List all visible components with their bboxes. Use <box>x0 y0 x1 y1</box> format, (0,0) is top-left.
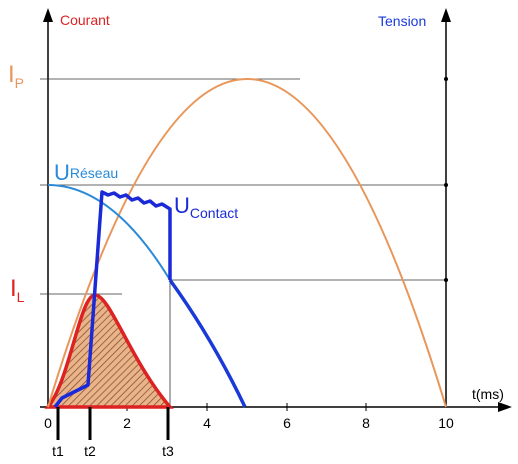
contact-voltage <box>53 190 172 409</box>
il-label: IL <box>10 275 25 305</box>
time-label: t1 <box>52 443 64 459</box>
x-arrow <box>498 402 512 412</box>
ip-main: I <box>8 61 15 88</box>
u-contact-sub: Contact <box>190 205 238 221</box>
network-voltage-end <box>168 278 247 408</box>
il-main: I <box>10 275 17 302</box>
time-markers <box>56 407 170 440</box>
u-contact-label: UContact <box>174 193 238 221</box>
time-label: t3 <box>162 443 174 459</box>
x-tick-label: 6 <box>283 415 291 431</box>
axis-dots <box>444 77 448 282</box>
u-reseau-sub: Réseau <box>70 165 118 181</box>
network-voltage <box>47 184 171 281</box>
left-arrow <box>43 8 53 22</box>
u-reseau-main: U <box>54 160 70 185</box>
time-label: t2 <box>84 443 96 459</box>
il-sub: L <box>17 289 25 305</box>
x-label: t(ms) <box>472 386 504 402</box>
x-tick-label: 2 <box>123 415 131 431</box>
u-reseau-label: URéseau <box>54 160 118 185</box>
u-contact-main: U <box>174 193 190 218</box>
x-tick-label: 8 <box>362 415 370 431</box>
ip-sub: P <box>15 75 24 91</box>
x-tick-label: 10 <box>438 415 454 431</box>
left-label: Courant <box>60 12 110 28</box>
x-tick-label: 0 <box>44 415 52 431</box>
x-tick-label: 4 <box>203 415 211 431</box>
ip-label: IP <box>8 61 24 91</box>
prospective-current <box>47 78 447 408</box>
right-arrow <box>441 8 451 22</box>
x-tick-labels: 0 2 4 6 8 10 t1 t2 t3 <box>44 415 454 459</box>
right-label: Tension <box>378 13 426 29</box>
